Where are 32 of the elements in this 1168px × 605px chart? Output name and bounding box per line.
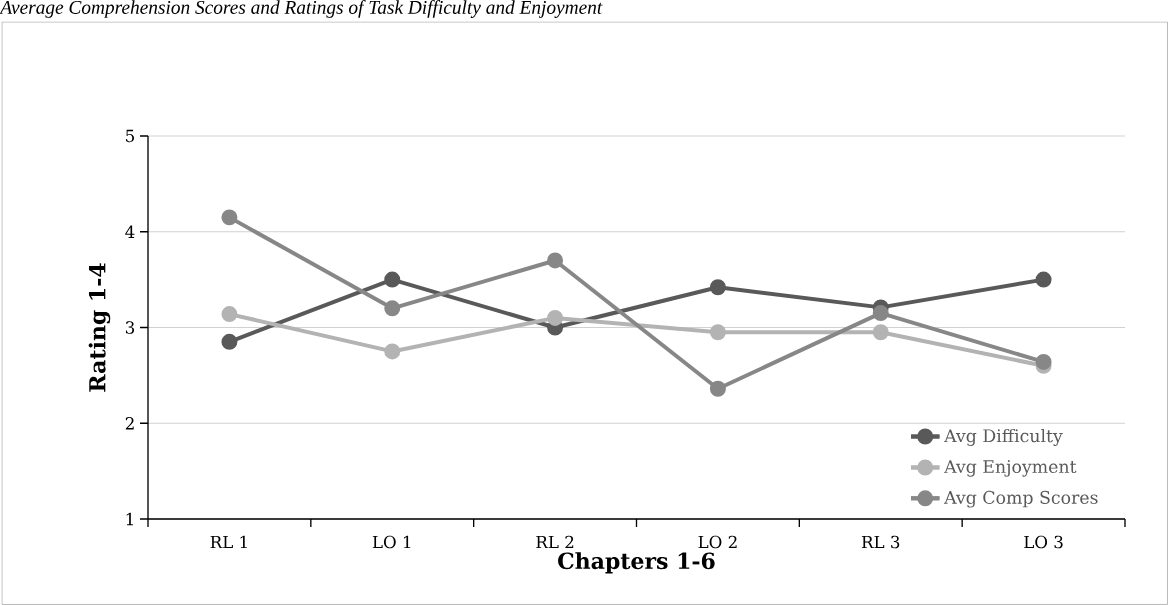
point [221,306,238,323]
point [1035,353,1052,370]
point [872,324,889,341]
point [547,309,564,326]
point [384,343,401,360]
x-tick-label: LO 1 [372,535,411,549]
x-tick-label: LO 3 [1024,535,1063,549]
point [872,305,889,322]
legend-label: Avg Comp Scores [944,490,1098,508]
chart-title: Average Comprehension Scores and Ratings of Task Difficulty and Enjoyment [0,0,603,18]
point [384,300,401,317]
y-tick-label: 3 [125,321,135,334]
legend-label: Avg Enjoyment [944,460,1077,477]
point [221,209,238,226]
point [221,333,238,350]
x-tick-label: RL 1 [210,535,247,549]
point [547,252,564,269]
x-tick-label: LO 2 [698,535,737,549]
point [709,279,726,296]
x-axis-title: Chapters 1-6 [558,552,715,574]
point [1035,271,1052,288]
point [384,271,401,288]
y-tick-label: 4 [125,225,135,238]
y-axis-title: Rating 1-4 [88,263,111,392]
point [709,324,726,341]
legend-label: Avg Difficulty [944,428,1063,446]
point [709,380,726,397]
y-tick-label: 1 [126,512,133,526]
y-tick-label: 2 [125,417,134,430]
y-tick-label: 5 [126,129,135,143]
x-tick-label: RL 2 [536,535,574,549]
x-tick-label: RL 3 [861,535,900,549]
